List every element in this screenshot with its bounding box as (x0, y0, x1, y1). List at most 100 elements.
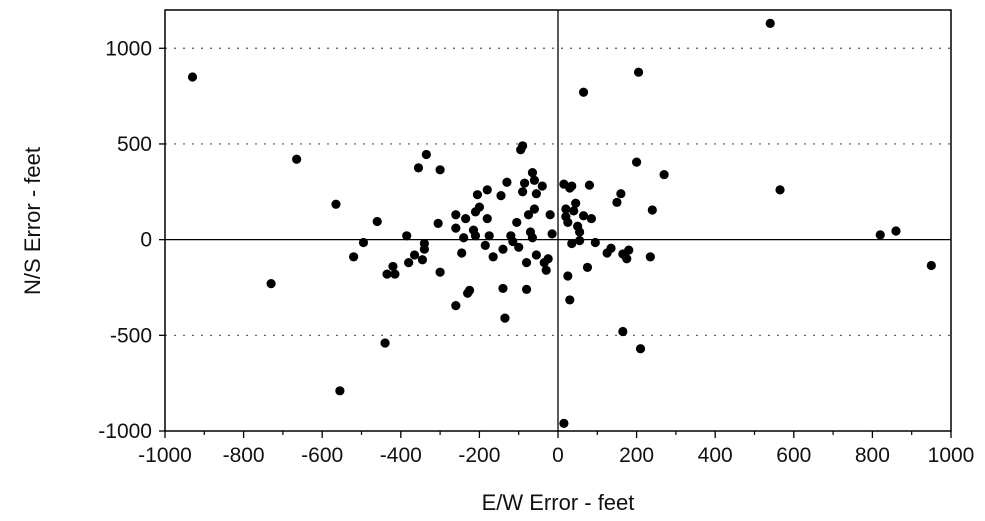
data-point (567, 238, 577, 249)
data-point (382, 269, 392, 279)
data-point (502, 177, 512, 187)
data-point (358, 237, 369, 248)
data-point (561, 204, 571, 214)
data-point (474, 202, 484, 212)
data-point (567, 181, 577, 191)
data-point (482, 213, 492, 224)
x-tick-label: 200 (619, 444, 654, 467)
x-tick-label: 600 (776, 444, 811, 467)
data-point (380, 338, 390, 348)
x-tick-label: -200 (458, 444, 500, 467)
data-point (635, 344, 646, 354)
x-tick-label: -400 (380, 444, 422, 467)
data-point (563, 217, 573, 228)
data-point (472, 190, 483, 200)
zero-axes (165, 10, 951, 431)
data-point (498, 244, 508, 254)
data-point (470, 231, 481, 241)
data-point (457, 248, 467, 258)
x-tick-label: 1000 (928, 444, 975, 467)
data-point (633, 67, 644, 77)
data-point (612, 197, 622, 207)
data-point (451, 210, 461, 220)
data-point (547, 229, 557, 239)
x-tick-label: -1000 (138, 444, 192, 467)
data-point (488, 252, 498, 262)
y-tick-label: -1000 (98, 420, 152, 443)
data-point (647, 205, 657, 215)
data-point (461, 213, 471, 224)
data-point (659, 169, 669, 180)
data-point (569, 206, 579, 216)
data-point (537, 181, 547, 191)
y-tick-labels: -1000 -500 0 500 1000 (98, 37, 152, 443)
data-point (529, 204, 540, 214)
data-point (618, 326, 628, 337)
data-point (559, 418, 569, 428)
x-tick-label: 0 (552, 444, 564, 467)
data-point (459, 233, 469, 243)
data-point (500, 313, 510, 323)
data-point (498, 283, 508, 294)
data-point (565, 295, 575, 305)
data-point (531, 189, 541, 199)
data-point (563, 271, 573, 281)
data-point (413, 163, 424, 173)
data-point (622, 254, 632, 264)
data-point (390, 269, 400, 279)
data-point (187, 72, 198, 82)
data-point (480, 240, 490, 250)
data-point (575, 235, 585, 246)
data-point (417, 255, 428, 265)
y-tick-label: 500 (117, 133, 152, 156)
data-point (512, 217, 522, 228)
data-point (419, 244, 429, 254)
data-point (372, 216, 382, 227)
data-point (584, 180, 595, 190)
data-point (545, 210, 555, 220)
data-point (435, 267, 445, 277)
data-point (521, 284, 532, 294)
data-point (349, 252, 359, 262)
data-point (514, 242, 524, 252)
data-point (484, 231, 494, 241)
data-point (409, 250, 420, 260)
tick-marks (159, 47, 952, 438)
data-point (543, 254, 553, 264)
data-point (433, 218, 443, 228)
data-point (523, 210, 534, 220)
data-point (632, 157, 642, 167)
data-point (645, 252, 655, 262)
y-tick-label: -500 (110, 324, 152, 347)
x-tick-label: -800 (223, 444, 265, 467)
data-point (266, 279, 276, 289)
data-point (482, 185, 492, 195)
x-tick-label: -600 (301, 444, 343, 467)
x-tick-label: 800 (855, 444, 890, 467)
data-point (875, 230, 885, 240)
data-point (292, 154, 302, 164)
data-point (518, 187, 528, 197)
data-point (388, 261, 398, 272)
data-point (571, 198, 581, 208)
data-point (624, 245, 634, 255)
data-point (527, 168, 538, 178)
data-point (775, 185, 785, 195)
data-point (335, 386, 345, 396)
data-point (891, 226, 901, 236)
data-point (421, 149, 431, 160)
y-tick-label: 0 (140, 229, 152, 252)
data-point (402, 231, 412, 241)
data-point (541, 265, 551, 275)
data-point (578, 211, 589, 221)
y-axis-title: N/S Error - feet (20, 147, 45, 295)
data-point (926, 260, 936, 271)
data-point (529, 175, 540, 185)
data-point (527, 233, 538, 243)
data-point (765, 18, 775, 28)
data-point (531, 250, 541, 260)
data-point (451, 301, 461, 311)
x-axis-title: E/W Error - feet (482, 490, 635, 515)
data-point (518, 141, 528, 151)
